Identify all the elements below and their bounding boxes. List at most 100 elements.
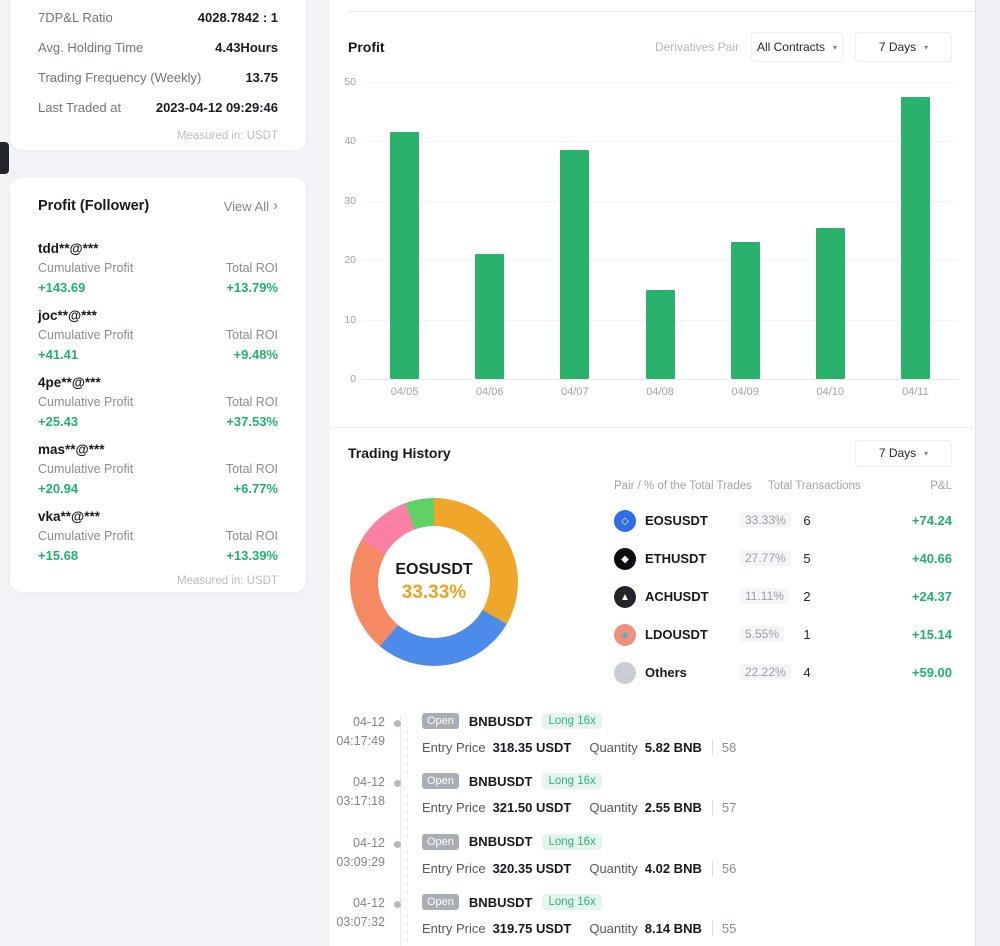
measured-in-note: Measured in: USDT [177, 130, 278, 142]
gridline [362, 200, 958, 202]
stat-label: Last Traded at [38, 100, 122, 115]
pair-percentage: 33.33% [740, 512, 791, 528]
stat-row: 7DP&L Ratio 4028.7842 : 1 [38, 10, 278, 26]
pair-transactions: 1 [803, 627, 811, 642]
pair-row[interactable]: ··· Others 22.22% 4 +59.00 [614, 654, 952, 692]
x-axis-tick: 04/06 [475, 386, 504, 398]
quantity-value: 5.82 BNB [644, 740, 702, 755]
stats-rows: 7DP&L Ratio 4028.7842 : 1 Avg. Holding Tim… [38, 10, 278, 116]
profit-bar [475, 254, 505, 379]
profit-bar [815, 227, 845, 379]
pairs-header-pnl: P&L [930, 480, 952, 492]
follower-name: 4pe**@*** [38, 375, 101, 390]
profit-follower-card: Profit (Follower) View All › tdd**@*** Cu… [10, 178, 306, 592]
pair-row[interactable]: ▲ ACHUSDT 11.11% 2 +24.37 [614, 578, 952, 616]
profit-bar [390, 132, 420, 379]
total-roi-label: Total ROI [225, 462, 278, 476]
trade-head-row: Open BNBUSDT Long 16x [422, 894, 602, 911]
follower-labels: Cumulative Profit Total ROI [38, 328, 278, 343]
trade-detail-row: Entry Price 318.35 USDT Quantity 5.82 BNB 58 [422, 740, 736, 755]
entry-price-label: Entry Price [422, 921, 486, 937]
eth-icon: ◆ [614, 548, 636, 570]
follower-labels: Cumulative Profit Total ROI [38, 395, 278, 410]
total-roi-value: +13.79% [226, 280, 278, 295]
trade-time: 04:17:49 [336, 734, 385, 748]
trade-symbol: BNBUSDT [468, 834, 533, 850]
followers-list: tdd**@*** Cumulative Profit Total ROI +143.… [38, 240, 278, 563]
y-axis-tick: 20 [344, 254, 356, 267]
entry-price-value: 321.50 USDT [492, 800, 572, 816]
gridline [362, 379, 958, 380]
quantity-label: Quantity [589, 921, 638, 937]
long-leverage-badge: Long 16x [542, 773, 602, 790]
x-axis-tick: 04/07 [561, 386, 589, 398]
cumulative-profit-value: +15.68 [38, 548, 79, 563]
cumulative-profit-label: Cumulative Profit [38, 529, 134, 543]
scroll-gutter [975, 0, 1000, 946]
open-badge: Open [422, 833, 459, 850]
contracts-dropdown[interactable]: All Contracts ▾ [751, 32, 843, 62]
x-axis-tick: 04/10 [816, 386, 845, 398]
trading-history-header: Trading History 7 Days ▾ [348, 439, 952, 467]
trade-date: 04-12 [353, 775, 385, 790]
pair-percentage: 22.22% [740, 664, 791, 680]
profit-bar [730, 242, 760, 379]
stat-label: 7DP&L Ratio [38, 10, 113, 25]
timeline-dot-icon [394, 720, 401, 727]
x-axis-tick: 04/09 [731, 386, 759, 398]
profit-title: Profit [348, 39, 385, 55]
trade-item: 04-12 03:09:29 Open BNBUSDT Long 16x Entry Pr… [330, 828, 975, 888]
pair-row[interactable]: ◈ LDOUSDT 5.55% 1 +15.14 [614, 616, 952, 654]
pair-symbol: ACHUSDT [645, 589, 709, 604]
profit-follower-header: Profit (Follower) View All › [38, 198, 278, 214]
long-leverage-badge: Long 16x [542, 713, 602, 729]
quantity-label: Quantity [589, 860, 638, 876]
cumulative-profit-label: Cumulative Profit [38, 261, 134, 275]
pair-transactions: 2 [803, 589, 811, 604]
quantity-label: Quantity [589, 740, 638, 755]
timeline-dot-icon [394, 840, 401, 848]
follower-labels: Cumulative Profit Total ROI [38, 462, 278, 477]
card-title: Profit (Follower) [38, 198, 150, 214]
trade-head-row: Open BNBUSDT Long 16x [422, 713, 602, 729]
profit-bar [560, 150, 590, 379]
trade-time: 03:09:29 [336, 854, 385, 869]
pair-symbol: ETHUSDT [645, 551, 707, 566]
measured-in-note: Measured in: USDT [177, 575, 278, 587]
total-roi-value: +37.53% [226, 414, 278, 429]
pair-symbol: EOSUSDT [645, 513, 708, 528]
pair-pnl: +59.00 [911, 665, 952, 680]
days-dropdown-label: 7 Days [878, 40, 917, 54]
days-dropdown[interactable]: 7 Days ▾ [855, 32, 952, 62]
gridline [362, 260, 958, 262]
y-axis-tick: 40 [344, 135, 356, 148]
trade-time: 03:07:32 [336, 915, 385, 930]
pair-row[interactable]: ◇ EOSUSDT 33.33% 6 +74.24 [614, 502, 952, 540]
trade-detail-row: Entry Price 320.35 USDT Quantity 4.02 BNB 56 [422, 860, 736, 876]
pair-row[interactable]: ◆ ETHUSDT 27.77% 5 +40.66 [614, 540, 952, 578]
total-roi-label: Total ROI [225, 328, 278, 342]
trade-time: 03:17:18 [336, 794, 385, 809]
stat-label: Trading Frequency (Weekly) [38, 70, 202, 85]
cumulative-profit-label: Cumulative Profit [38, 395, 134, 409]
follower-values: +15.68 +13.39% [38, 548, 278, 563]
view-all-button[interactable]: View All › [224, 198, 278, 214]
quantity-value: 8.14 BNB [644, 921, 702, 937]
trade-date: 04-12 [353, 896, 385, 911]
timeline-dot-icon [394, 901, 401, 909]
pair-percentage: 5.55% [740, 626, 785, 642]
donut-center-pair: EOSUSDT [395, 560, 473, 578]
pair-transactions: 4 [803, 665, 811, 680]
stat-row: Trading Frequency (Weekly) 13.75 [38, 70, 278, 86]
ldo-icon: ◈ [614, 624, 636, 646]
follower-values: +20.94 +6.77% [38, 481, 278, 496]
trade-date: 04-12 [353, 835, 385, 850]
total-roi-label: Total ROI [225, 529, 278, 543]
trader-stats-card: 7DP&L Ratio 4028.7842 : 1 Avg. Holding Tim… [10, 0, 306, 150]
y-axis-tick: 50 [344, 76, 356, 88]
pair-percentage: 11.11% [740, 588, 789, 604]
gridline [362, 141, 958, 143]
pair-symbol: Others [645, 665, 687, 680]
pair-percentage: 27.77% [740, 550, 791, 566]
history-days-dropdown[interactable]: 7 Days ▾ [855, 439, 952, 467]
